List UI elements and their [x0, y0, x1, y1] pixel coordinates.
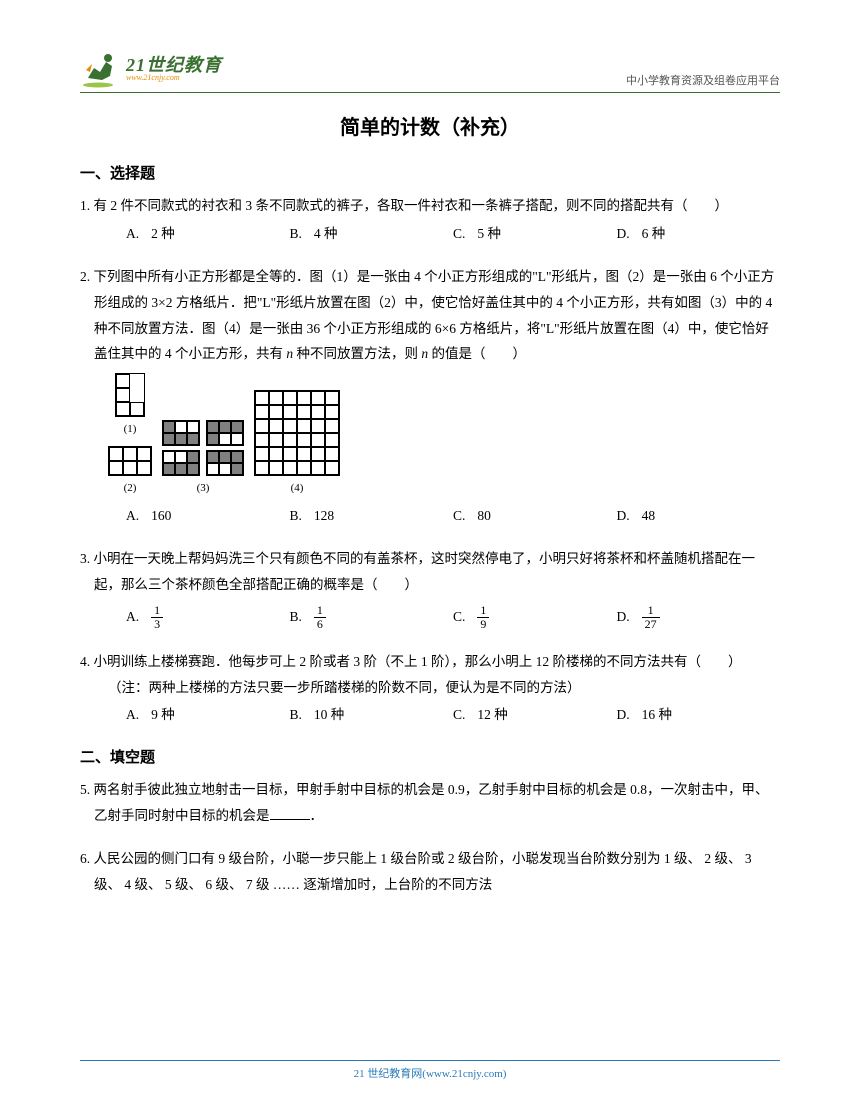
fig4-label: (4)	[291, 478, 304, 499]
q5-text-1: 两名射手彼此独立地射击一目标，甲射手射中目标的机会是 0.9，乙射手射中目标的机…	[94, 782, 769, 823]
q4-text: 小明训练上楼梯赛跑．他每步可上 2 阶或者 3 阶（不上 1 阶），那么小明上 …	[94, 654, 742, 669]
q2-figures: (1) (2)	[94, 373, 780, 499]
q2-number: 2.	[80, 264, 90, 290]
q4-number: 4.	[80, 649, 90, 675]
question-6: 6. 人民公园的侧门口有 9 级台阶，小聪一步只能上 1 级台阶或 2 级台阶，…	[80, 846, 780, 897]
q2-option-c: C.80	[453, 503, 617, 529]
q4-options: A.9 种 B.10 种 C.12 种 D.16 种	[94, 702, 780, 728]
q3-number: 3.	[80, 546, 90, 572]
q6-number: 6.	[80, 846, 90, 872]
question-5: 5. 两名射手彼此独立地射击一目标，甲射手射中目标的机会是 0.9，乙射手射中目…	[80, 777, 780, 828]
q4-option-c: C.12 种	[453, 702, 617, 728]
q3-option-d: D.127	[617, 604, 781, 632]
q2-option-d: D.48	[617, 503, 781, 529]
q1-option-a: A.2 种	[126, 221, 290, 247]
q1-option-b: B.4 种	[290, 221, 454, 247]
q1-option-d: D.6 种	[617, 221, 781, 247]
logo-text: 21世纪教育 www.21cnjy.com	[126, 56, 222, 82]
q2-option-b: B.128	[290, 503, 454, 529]
q5-text-2: ．	[310, 808, 324, 823]
logo-title: 21世纪教育	[126, 56, 222, 74]
logo: 21世纪教育 www.21cnjy.com	[80, 50, 222, 88]
question-1: 1. 有 2 件不同款式的衬衣和 3 条不同款式的裤子，各取一件衬衣和一条裤子搭…	[80, 193, 780, 246]
q1-option-c: C.5 种	[453, 221, 617, 247]
header-subtitle: 中小学教育资源及组卷应用平台	[626, 72, 780, 88]
q1-number: 1.	[80, 193, 90, 219]
question-2: 2. 下列图中所有小正方形都是全等的．图（1）是一张由 4 个小正方形组成的"L…	[80, 264, 780, 528]
q3-options: A.13 B.16 C.19 D.127	[94, 604, 780, 632]
question-3: 3. 小明在一天晚上帮妈妈洗三个只有颜色不同的有盖茶杯，这时突然停电了，小明只好…	[80, 546, 780, 631]
figure-2: (2)	[108, 446, 152, 499]
fig2-label: (2)	[124, 478, 137, 499]
q5-number: 5.	[80, 777, 90, 803]
q4-option-b: B.10 种	[290, 702, 454, 728]
logo-url: www.21cnjy.com	[126, 74, 222, 82]
figure-1: (1)	[108, 373, 152, 440]
footer-text: 21 世纪教育网(www.21cnjy.com)	[80, 1060, 780, 1081]
fig3-label: (3)	[197, 478, 210, 499]
q4-note: （注：两种上楼梯的方法只要一步所踏楼梯的阶数不同，便认为是不同的方法）	[94, 675, 780, 701]
q3-option-a: A.13	[126, 604, 290, 632]
q2-text-3: 的值是（ ）	[428, 346, 526, 361]
q3-option-c: C.19	[453, 604, 617, 632]
fig1-label: (1)	[124, 419, 137, 440]
document-title: 简单的计数（补充）	[80, 111, 780, 140]
q4-option-a: A.9 种	[126, 702, 290, 728]
section-2-title: 二、填空题	[80, 746, 780, 767]
q1-options: A.2 种 B.4 种 C.5 种 D.6 种	[94, 221, 780, 247]
q6-text: 人民公园的侧门口有 9 级台阶，小聪一步只能上 1 级台阶或 2 级台阶，小聪发…	[94, 851, 752, 892]
figure-3: (3)	[162, 420, 244, 499]
logo-runner-icon	[80, 50, 122, 88]
q1-text: 有 2 件不同款式的衬衣和 3 条不同款式的裤子，各取一件衬衣和一条裤子搭配，则…	[94, 198, 729, 213]
page-footer: 21 世纪教育网(www.21cnjy.com)	[0, 1060, 860, 1081]
q2-text-2: 种不同放置方法，则	[293, 346, 421, 361]
section-1-title: 一、选择题	[80, 162, 780, 183]
q2-option-a: A.160	[126, 503, 290, 529]
question-4: 4. 小明训练上楼梯赛跑．他每步可上 2 阶或者 3 阶（不上 1 阶），那么小…	[80, 649, 780, 728]
q5-blank	[270, 804, 310, 820]
q4-option-d: D.16 种	[617, 702, 781, 728]
page-header: 21世纪教育 www.21cnjy.com 中小学教育资源及组卷应用平台	[80, 50, 780, 93]
q3-option-b: B.16	[290, 604, 454, 632]
figure-4: (4)	[254, 390, 340, 499]
q2-options: A.160 B.128 C.80 D.48	[94, 503, 780, 529]
q3-text: 小明在一天晚上帮妈妈洗三个只有颜色不同的有盖茶杯，这时突然停电了，小明只好将茶杯…	[94, 551, 756, 592]
